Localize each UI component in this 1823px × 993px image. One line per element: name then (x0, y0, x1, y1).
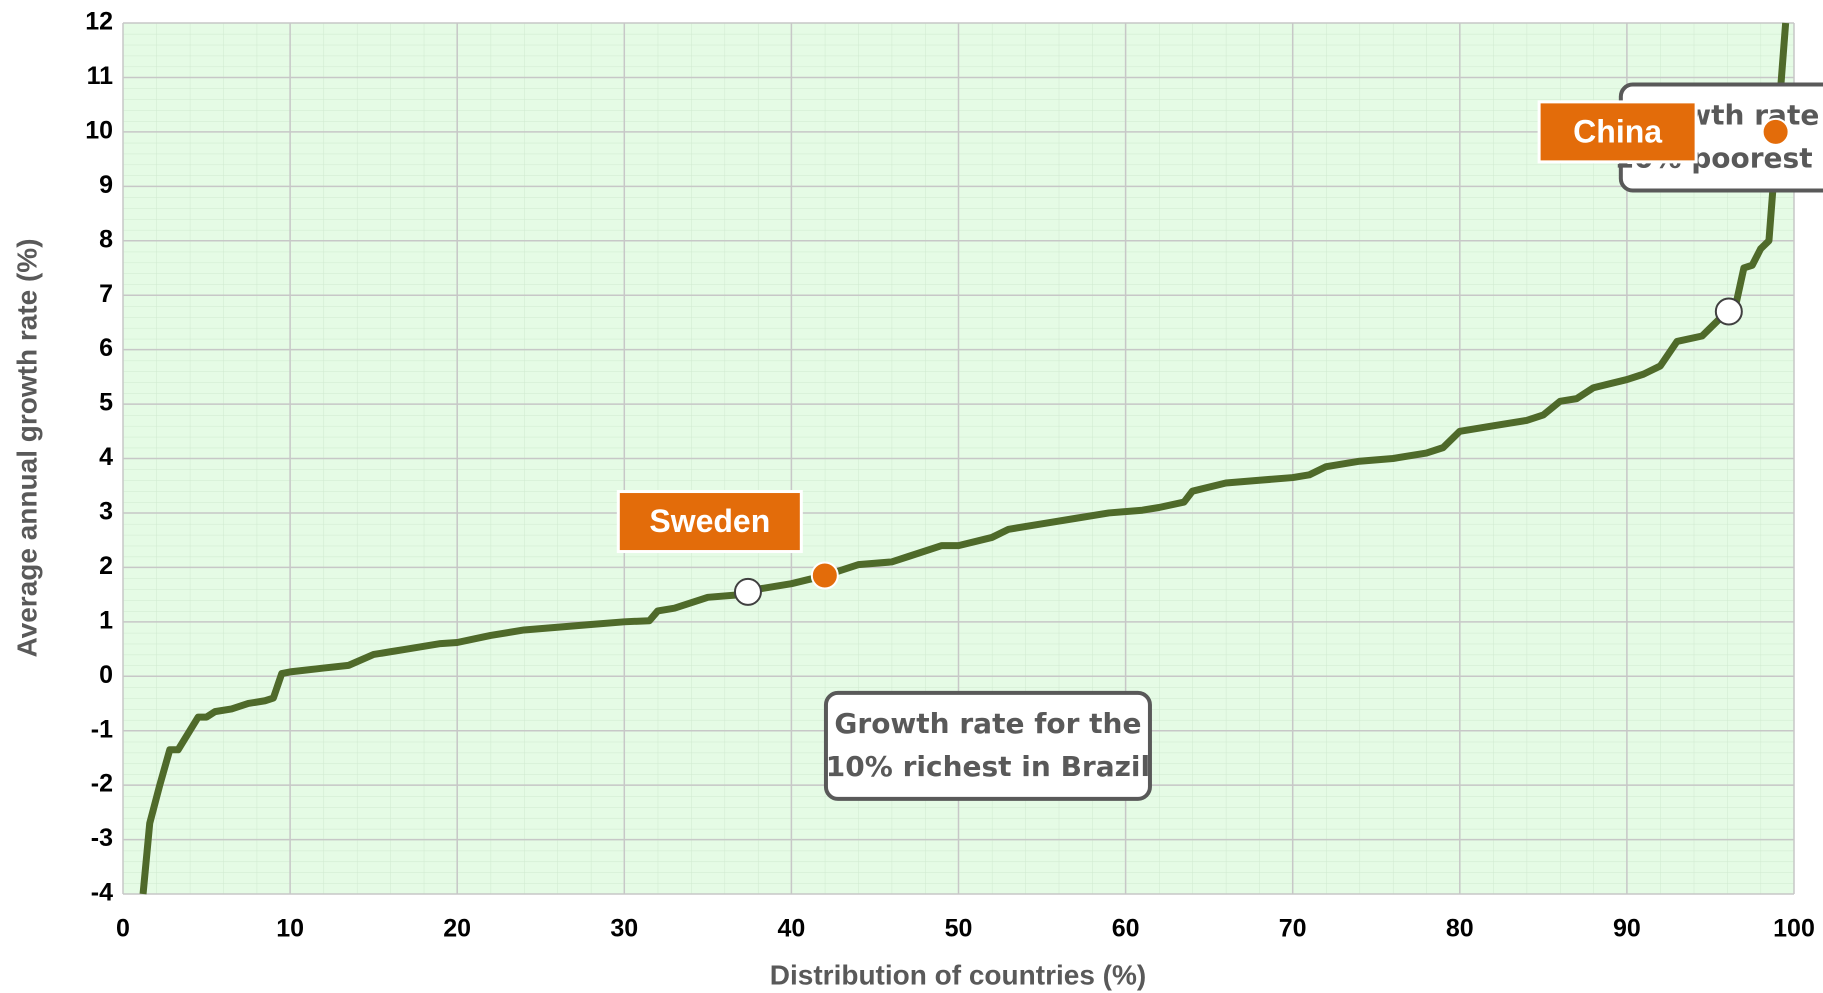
y-tick-label: 7 (99, 280, 113, 308)
x-tick-label: 30 (610, 915, 638, 943)
highlight-tag (616, 490, 803, 554)
y-axis-title: Average annual growth rate (%) (11, 238, 42, 657)
x-tick-label: 80 (1446, 915, 1474, 943)
annotation-box (823, 690, 1152, 801)
y-tick-label: 3 (99, 498, 113, 526)
y-tick-label: -4 (91, 879, 113, 907)
marks (139, 22, 1790, 895)
highlight-marker (1761, 117, 1790, 146)
annotation-marker (1714, 297, 1743, 326)
x-axis-title: Distribution of countries (%) (770, 959, 1146, 990)
y-tick-label: -1 (91, 715, 113, 743)
annotation-text: Growth rate for the (834, 707, 1141, 740)
highlight-label: China (1573, 113, 1662, 149)
y-tick-label: 6 (99, 334, 113, 362)
annotation-text: 10% richest in Brazil (826, 750, 1150, 783)
y-tick-label: 0 (99, 661, 113, 689)
x-tick-label: 90 (1613, 915, 1641, 943)
y-tick-label: 1 (99, 606, 113, 634)
highlight-marker (810, 561, 839, 590)
y-tick-label: -3 (91, 824, 113, 852)
y-tick-label: -2 (91, 770, 113, 798)
x-tick-label: 0 (116, 915, 130, 943)
x-tick-label: 60 (1112, 915, 1140, 943)
y-tick-label: 10 (85, 116, 113, 144)
y-tick-label: 12 (85, 8, 113, 36)
annotation-marker (733, 577, 762, 606)
highlight-tag (1537, 100, 1698, 164)
y-tick-label: 4 (99, 443, 113, 471)
x-tick-label: 100 (1773, 915, 1815, 943)
x-tick-label: 70 (1279, 915, 1307, 943)
y-tick-label: 8 (99, 225, 113, 253)
x-tick-label: 50 (945, 915, 973, 943)
highlight-label: Sweden (649, 503, 770, 539)
data-line (139, 22, 1790, 895)
x-tick-label: 40 (777, 915, 805, 943)
x-tick-label: 10 (276, 915, 304, 943)
y-tick-label: 2 (99, 552, 113, 580)
grid (122, 22, 1795, 895)
y-tick-label: 11 (87, 62, 114, 90)
x-tick-label: 20 (443, 915, 471, 943)
y-tick-label: 5 (99, 389, 113, 417)
y-tick-label: 9 (99, 171, 113, 199)
